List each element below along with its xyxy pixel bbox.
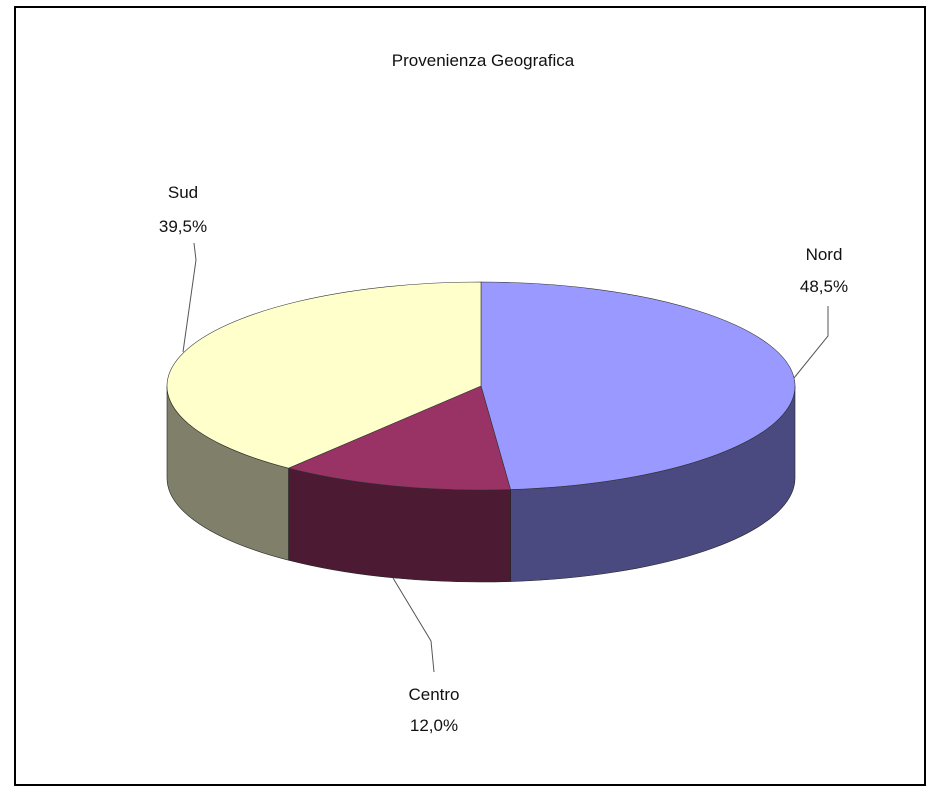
slice-top-sud — [166, 281, 482, 469]
leader-line-sud — [182, 242, 197, 353]
pie-chart: Provenienza Geografica Sud 39,5% Nord 48… — [159, 51, 848, 735]
slice-label-sud: Sud — [168, 183, 198, 202]
pie-slices — [166, 281, 796, 583]
leader-line-centro — [392, 577, 435, 673]
leader-line-nord — [793, 306, 829, 379]
slice-top-centro — [287, 385, 511, 491]
leader-lines — [182, 242, 829, 673]
slice-label-nord: Nord — [806, 245, 843, 264]
slice-value-centro: 12,0% — [410, 716, 458, 735]
chart-title: Provenienza Geografica — [392, 51, 575, 70]
slice-top-nord — [480, 281, 796, 490]
slice-value-sud: 39,5% — [159, 217, 207, 236]
slice-value-nord: 48,5% — [800, 277, 848, 296]
slice-label-centro: Centro — [408, 685, 459, 704]
